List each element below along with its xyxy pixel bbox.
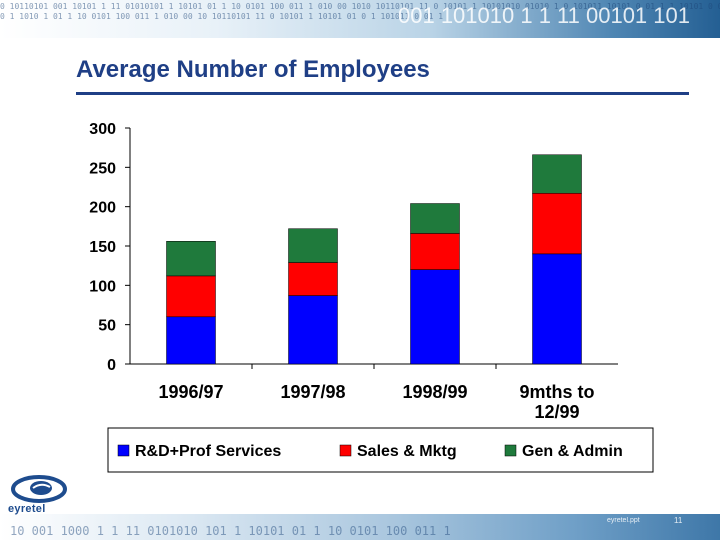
y-tick-label: 150: [89, 239, 116, 256]
legend-swatch: [339, 444, 352, 457]
bar-segment: [166, 275, 216, 318]
bar-segment: [288, 228, 338, 263]
x-tick-label: 1998/99: [402, 382, 467, 402]
legend-label: Gen & Admin: [522, 443, 623, 460]
bar-segment: [532, 193, 582, 255]
logo-wordmark: eyretel: [8, 503, 46, 515]
legend-label: R&D+Prof Services: [135, 443, 281, 460]
title-underline: [76, 92, 689, 95]
header-binary-pattern: 0 10110101 001 10101 1 11 01010101 1 101…: [0, 2, 720, 28]
bar-segment: [166, 316, 216, 365]
footer-filename: eyretel.ppt: [607, 517, 640, 524]
bar-segment: [410, 203, 460, 234]
bar-segment: [288, 262, 338, 296]
legend-swatch: [117, 444, 130, 457]
bar-segment: [410, 233, 460, 270]
bar-segment: [532, 253, 582, 365]
y-tick-label: 300: [89, 121, 116, 138]
bar-segment: [166, 241, 216, 277]
y-tick-label: 100: [89, 278, 116, 295]
header-binary-large: 001 101010 1 1 11 00101 101: [398, 3, 690, 28]
header-banner: [0, 0, 720, 38]
y-tick-label: 50: [98, 318, 116, 335]
x-tick-label: 12/99: [534, 402, 579, 422]
y-tick-label: 250: [89, 160, 116, 177]
bar-segment: [288, 295, 338, 365]
slide-title: Average Number of Employees: [76, 56, 430, 83]
footer-binary-pattern: 10 001 1000 1 1 11 0101010 101 1 10101 0…: [10, 524, 451, 538]
eyretel-logo-icon: [11, 475, 67, 503]
bar-segment: [410, 269, 460, 365]
y-tick-label: 0: [107, 357, 116, 374]
legend-box: [107, 427, 654, 473]
legend-label: Sales & Mktg: [357, 443, 457, 460]
x-tick-label: 1997/98: [280, 382, 345, 402]
bar-segment: [532, 154, 582, 194]
legend-swatch: [504, 444, 517, 457]
footer-banner: 10 001 1000 1 1 11 0101010 101 1 10101 0…: [0, 514, 720, 540]
page-number: 11: [674, 516, 683, 525]
x-tick-label: 1996/97: [158, 382, 223, 402]
y-tick-label: 200: [89, 200, 116, 217]
x-tick-label: 9mths to: [519, 382, 594, 402]
